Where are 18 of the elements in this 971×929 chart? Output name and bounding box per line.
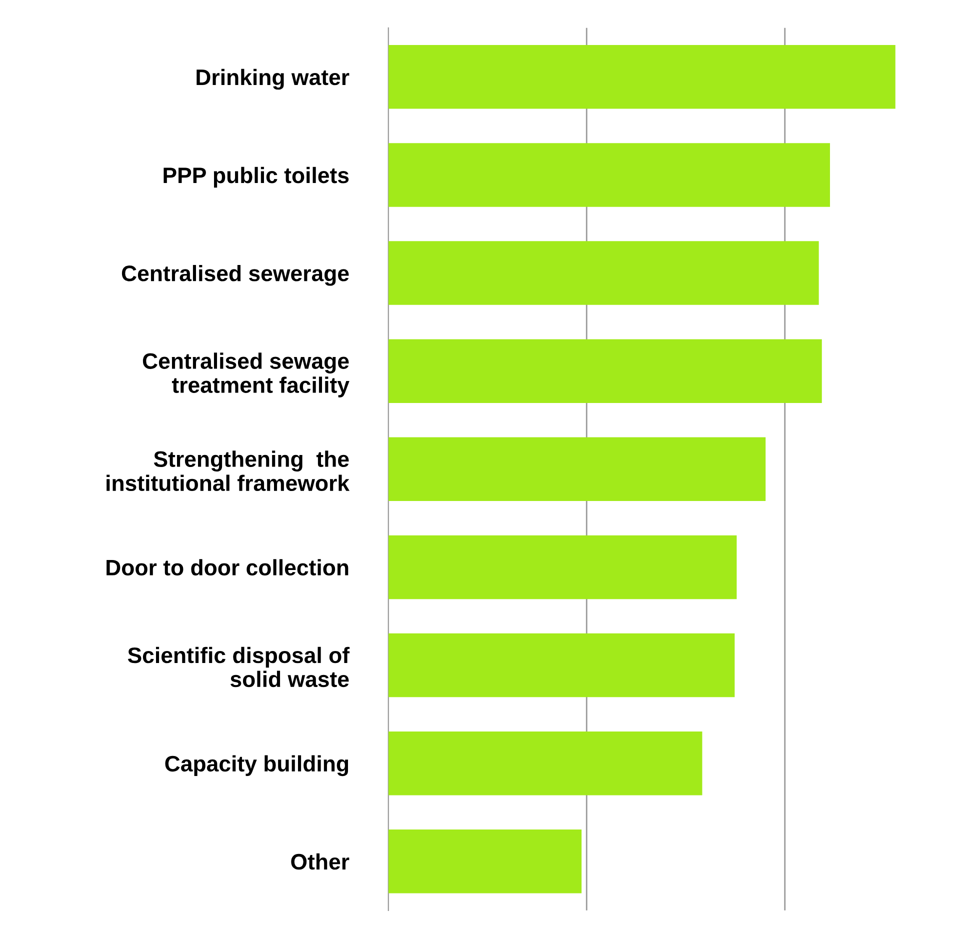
bar (388, 339, 822, 403)
y-tick-label: Capacity building (165, 755, 348, 776)
bar (388, 633, 735, 698)
bar (388, 830, 582, 894)
bar (388, 437, 766, 502)
y-tick-label: PPP public toilets (164, 166, 349, 188)
y-tick-label: Centralised sewerage (122, 264, 349, 286)
bar (388, 241, 819, 305)
bar (388, 45, 896, 109)
y-tick-label: Door to door collection (106, 559, 348, 576)
y-tick-label: Strengthening the institutional framework (106, 450, 350, 492)
bar (388, 143, 830, 207)
bar (388, 535, 737, 600)
bar (388, 731, 702, 796)
y-tick-label: Centralised sewage treatment facility (142, 352, 350, 398)
y-tick-label: Other (291, 853, 350, 870)
y-tick-label: Drinking water (196, 68, 350, 90)
y-tick-label: Scientific disposal of solid waste (128, 646, 350, 688)
